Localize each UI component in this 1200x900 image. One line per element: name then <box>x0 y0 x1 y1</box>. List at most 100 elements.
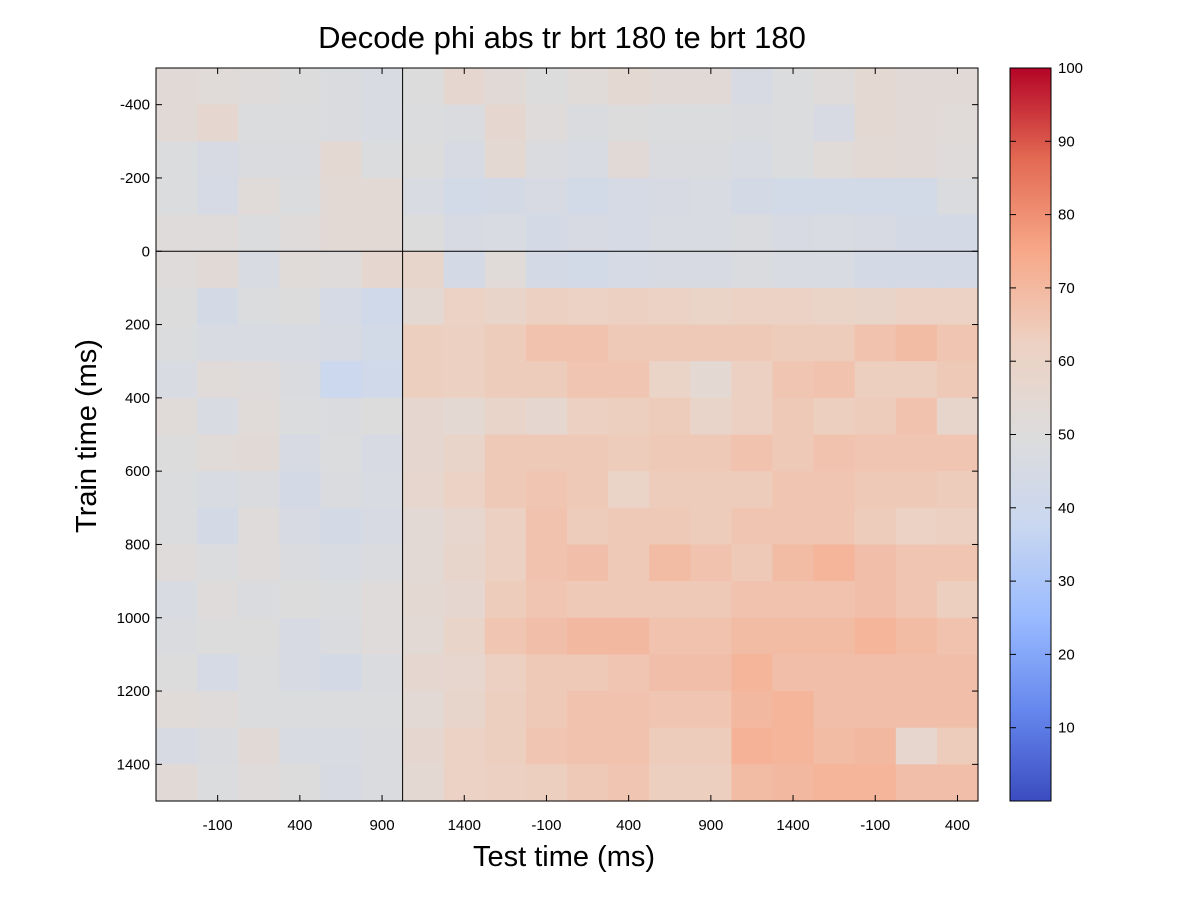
heatmap-cell <box>279 544 321 582</box>
heatmap-cell <box>567 324 609 362</box>
heatmap-cell <box>156 617 198 655</box>
heatmap-cell <box>156 361 198 399</box>
heatmap-cell <box>443 68 486 106</box>
heatmap-cell <box>813 214 856 252</box>
heatmap-cell <box>649 654 691 692</box>
heatmap-cell <box>813 141 856 179</box>
x-tick-label: 400 <box>616 817 641 834</box>
heatmap-cell <box>936 727 979 765</box>
heatmap-cell <box>443 544 486 582</box>
heatmap-cell <box>608 617 650 655</box>
heatmap-cell <box>402 361 445 399</box>
heatmap-cell <box>156 471 198 509</box>
heatmap-cell <box>813 324 856 362</box>
heatmap-cell <box>936 287 979 326</box>
y-tick-label: 1000 <box>117 610 150 627</box>
x-axis: -100 400 900 1400 -100 400 900 1400 -100 400 <box>203 68 970 834</box>
heatmap-cell <box>772 287 815 326</box>
heatmap-cell <box>567 764 609 802</box>
heatmap-cell <box>361 177 404 216</box>
heatmap-cell <box>443 361 486 399</box>
heatmap-cell <box>731 507 774 546</box>
heatmap-cell <box>361 434 404 472</box>
heatmap-cell <box>443 141 486 179</box>
heatmap-cell <box>690 287 732 326</box>
heatmap-cell <box>936 214 979 252</box>
heatmap-cell <box>731 104 774 142</box>
heatmap-cell <box>197 727 239 765</box>
heatmap-cell <box>567 397 609 436</box>
heatmap-cell <box>690 581 732 619</box>
heatmap-cell <box>197 581 239 619</box>
heatmap-cell <box>197 324 239 362</box>
heatmap-cell <box>567 141 609 179</box>
heatmap-cell <box>238 214 280 252</box>
x-tick-label: 400 <box>945 817 970 834</box>
colorbar-tick-label: 20 <box>1058 646 1075 663</box>
heatmap-cell <box>690 361 732 399</box>
heatmap-cell <box>690 434 732 472</box>
heatmap-cell <box>813 581 856 619</box>
heatmap-cell <box>197 177 239 216</box>
heatmap-cell <box>320 104 363 142</box>
heatmap-cell <box>936 397 979 436</box>
heatmap-cell <box>854 581 897 619</box>
heatmap-cell <box>608 251 650 289</box>
heatmap-cell <box>690 617 732 655</box>
heatmap-cell <box>238 434 280 472</box>
heatmap-cell <box>484 177 527 216</box>
heatmap-cell <box>772 177 815 216</box>
heatmap-cell <box>731 287 774 326</box>
heatmap-cell <box>484 251 527 289</box>
heatmap-cell <box>895 617 938 655</box>
heatmap-cell <box>484 471 527 509</box>
heatmap-cell <box>649 104 691 142</box>
heatmap-cell <box>813 361 856 399</box>
heatmap-cell <box>279 397 321 436</box>
x-axis-label: Test time (ms) <box>473 841 655 873</box>
heatmap-cell <box>731 691 774 729</box>
heatmap-cell <box>854 691 897 729</box>
heatmap-cell <box>690 104 732 142</box>
heatmap-cell <box>690 507 732 546</box>
heatmap-cell <box>320 361 363 399</box>
heatmap-cell <box>854 141 897 179</box>
heatmap-cell <box>279 68 321 106</box>
heatmap-cell <box>936 361 979 399</box>
heatmap-cell <box>567 104 609 142</box>
heatmap-cell <box>813 68 856 106</box>
heatmap-cell <box>813 727 856 765</box>
heatmap-cell <box>443 214 486 252</box>
heatmap-cell <box>895 361 938 399</box>
heatmap-cell <box>361 617 404 655</box>
heatmap-cell <box>649 214 691 252</box>
heatmap-cell <box>320 287 363 326</box>
heatmap-cell <box>690 251 732 289</box>
heatmap-cell <box>936 507 979 546</box>
y-tick-label: 0 <box>142 243 150 260</box>
heatmap-cell <box>402 397 445 436</box>
heatmap-cell <box>731 141 774 179</box>
heatmap-cell <box>608 177 650 216</box>
heatmap-cell <box>156 214 198 252</box>
x-tick-label: 1400 <box>776 817 809 834</box>
heatmap-cell <box>361 581 404 619</box>
heatmap-cell <box>895 727 938 765</box>
heatmap-cell <box>772 214 815 252</box>
heatmap-cell <box>402 104 445 142</box>
x-tick-label: 1400 <box>448 817 481 834</box>
heatmap-cell <box>238 251 280 289</box>
heatmap-cell <box>813 104 856 142</box>
heatmap-cell <box>731 324 774 362</box>
heatmap-cell <box>197 214 239 252</box>
heatmap-cell <box>525 251 568 289</box>
heatmap-cell <box>813 251 856 289</box>
heatmap-cell <box>443 397 486 436</box>
heatmap-cell <box>238 177 280 216</box>
heatmap-cell <box>402 507 445 546</box>
colorbar-tick-label: 50 <box>1058 427 1075 444</box>
plot-frame <box>155 67 979 802</box>
heatmap-cell <box>567 287 609 326</box>
heatmap-cell <box>402 691 445 729</box>
colorbar-tick-label: 90 <box>1058 133 1075 150</box>
